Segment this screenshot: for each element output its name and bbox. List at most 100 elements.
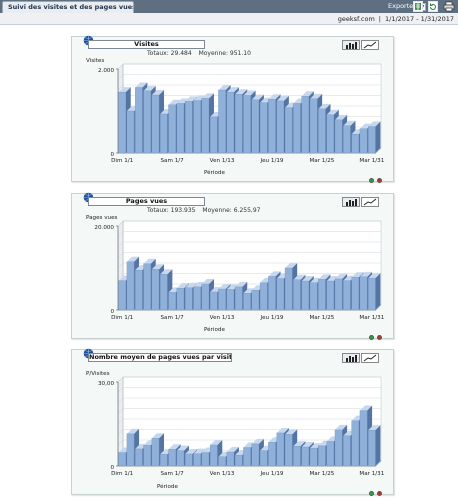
bar-top xyxy=(251,94,264,100)
mean-value: 6.255,97 xyxy=(233,207,261,214)
bar-front xyxy=(151,438,160,467)
bar-front xyxy=(351,420,359,467)
status-green-dot[interactable] xyxy=(369,491,374,496)
y-tick-label: 0 xyxy=(110,465,114,471)
chart-plot: P/Visites Période 30,00 0 Dim 1/1 Sam 1/7… xyxy=(86,371,385,490)
bar-top xyxy=(326,276,339,282)
bar-front xyxy=(135,269,143,311)
bar-front xyxy=(143,263,151,311)
bar-front xyxy=(168,449,176,467)
bar-front xyxy=(343,280,351,311)
bar-front xyxy=(368,277,376,311)
bar-front xyxy=(368,126,376,154)
bar-top xyxy=(343,120,356,126)
bar-top xyxy=(276,95,289,101)
line-chart-button[interactable] xyxy=(361,353,379,363)
bar-front xyxy=(126,261,135,311)
status-red-dot[interactable] xyxy=(377,335,382,340)
bar-front xyxy=(293,103,301,154)
y-axis-title: Visites xyxy=(86,58,104,64)
x-tick-labels: Dim 1/1 Sam 1/7 Ven 1/13 Jeu 1/19 Mar 1/25 Ma… xyxy=(111,158,385,164)
status-green-dot[interactable] xyxy=(369,178,374,183)
bar-side xyxy=(375,425,381,466)
bar xyxy=(368,121,381,154)
status-green-dot[interactable] xyxy=(369,335,374,340)
bar-top xyxy=(135,82,148,88)
x-tick-label: Mar 1/31 xyxy=(359,471,384,477)
status-red-dot[interactable] xyxy=(377,491,382,496)
x-tick-label: Mar 1/25 xyxy=(309,315,334,321)
bar-front xyxy=(243,293,251,311)
app-tab[interactable]: Suivi des visites et des pages vues xyxy=(2,1,134,13)
spreadsheet-icon[interactable] xyxy=(413,1,423,12)
bar-chart-button[interactable] xyxy=(342,197,360,207)
bar-top xyxy=(151,433,165,439)
bar-top xyxy=(368,425,381,431)
bars xyxy=(118,405,381,467)
mean-value: 951.10 xyxy=(229,50,251,57)
bar-front xyxy=(143,90,151,154)
bar-front xyxy=(251,290,260,311)
bar-top xyxy=(235,89,248,95)
bar-chart-icon xyxy=(346,199,357,206)
bar-top xyxy=(334,114,348,120)
bar-front xyxy=(126,433,135,467)
bar-front xyxy=(359,276,368,311)
bar-front xyxy=(185,453,193,467)
bar-front xyxy=(151,269,160,311)
totals-line: Totaux: 29.484 Moyenne: 951.10 xyxy=(147,50,251,57)
x-tick-label: Mar 1/31 xyxy=(359,158,384,164)
bar-front xyxy=(234,454,243,467)
bar-front xyxy=(301,446,309,467)
line-chart-icon xyxy=(363,41,377,49)
bar-top xyxy=(151,90,165,96)
x-tick-label: Jeu 1/19 xyxy=(259,158,283,164)
bar-front xyxy=(293,279,301,311)
printer-icon[interactable] xyxy=(443,1,455,12)
x-tick-label: Ven 1/13 xyxy=(210,315,235,321)
bar-front xyxy=(160,113,168,154)
bar-front xyxy=(309,282,318,311)
x-tick-label: Jeu 1/19 xyxy=(259,471,283,477)
bar-top xyxy=(301,91,314,97)
bar-front xyxy=(326,114,334,154)
bar-top xyxy=(226,284,239,290)
pageviews-chart-panel: Pages vues Totaux: 193.935 Moyenne: 6.25… xyxy=(71,192,394,340)
bar-top xyxy=(226,87,239,93)
bar-front xyxy=(251,443,260,467)
bar-front xyxy=(168,292,176,311)
bar-front xyxy=(259,282,268,311)
bar-top xyxy=(368,121,381,127)
bar-chart-button[interactable] xyxy=(342,40,360,50)
line-chart-button[interactable] xyxy=(361,197,379,207)
chart-title: Visites xyxy=(88,40,205,49)
bar-top xyxy=(251,438,264,444)
gridline xyxy=(117,231,124,237)
x-tick-label: Dim 1/1 xyxy=(111,471,134,477)
bar-front xyxy=(276,432,285,467)
gridline xyxy=(117,387,124,393)
bar-front xyxy=(343,435,351,467)
bar-front xyxy=(209,116,218,154)
bar-top xyxy=(126,256,140,262)
x-tick-label: Mar 1/31 xyxy=(359,315,384,321)
bar-top xyxy=(293,441,306,447)
x-axis-title: Période xyxy=(204,169,225,176)
bar-front xyxy=(193,286,201,311)
bar-front xyxy=(226,91,235,154)
bar-top xyxy=(310,443,323,449)
status-red-dot[interactable] xyxy=(377,178,382,183)
line-chart-button[interactable] xyxy=(361,40,379,50)
bar-top xyxy=(359,405,373,411)
bar-chart-button[interactable] xyxy=(342,353,360,363)
bar-front xyxy=(143,445,151,467)
bar-front xyxy=(160,274,168,311)
bar-front xyxy=(135,448,143,467)
bar-top xyxy=(210,440,223,445)
bar-top xyxy=(118,87,131,93)
refresh-icon[interactable] xyxy=(428,1,438,12)
bar-front xyxy=(209,444,218,467)
chart-title: Nombre moyen de pages vues par visite xyxy=(88,353,232,362)
mean-label: Moyenne: xyxy=(198,50,228,57)
bar-front xyxy=(118,452,126,467)
